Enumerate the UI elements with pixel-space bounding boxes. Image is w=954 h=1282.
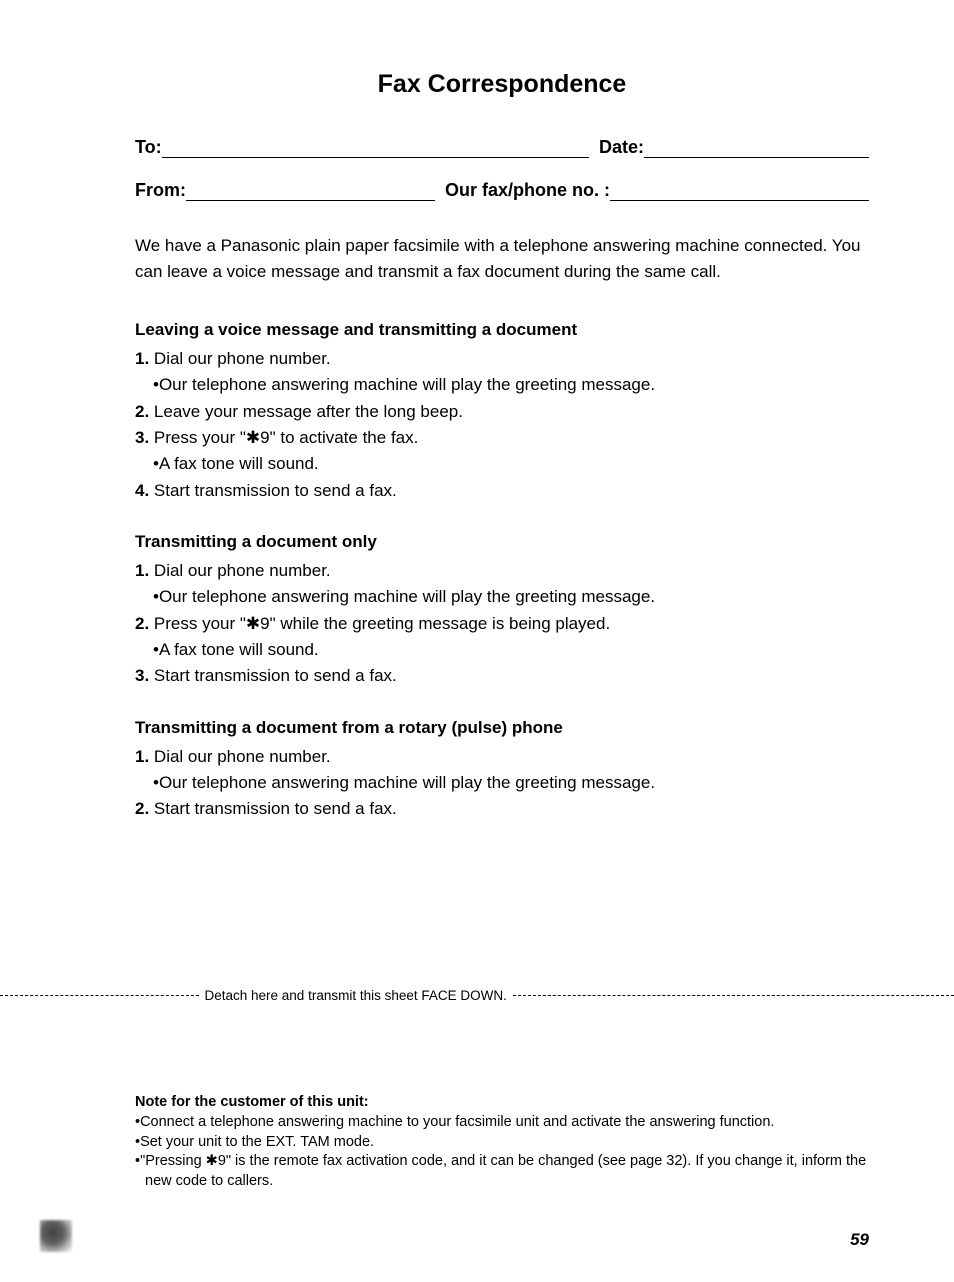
step-num: 2. xyxy=(135,799,149,818)
step-text: Start transmission to send a fax. xyxy=(149,666,397,685)
step-num: 1. xyxy=(135,747,149,766)
sub-bullet: •Our telephone answering machine will pl… xyxy=(135,770,869,796)
step-num: 2. xyxy=(135,614,149,633)
to-line xyxy=(162,140,589,158)
detach-row: Detach here and transmit this sheet FACE… xyxy=(0,988,954,1003)
section2-steps: 1. Dial our phone number. •Our telephone… xyxy=(135,558,869,690)
intro-text: We have a Panasonic plain paper facsimil… xyxy=(135,233,869,284)
sub-bullet: •Our telephone answering machine will pl… xyxy=(135,584,869,610)
section1-heading: Leaving a voice message and transmitting… xyxy=(135,320,869,340)
faxno-label: Our fax/phone no. : xyxy=(445,180,610,201)
sub-bullet: •A fax tone will sound. xyxy=(135,637,869,663)
section1-steps: 1. Dial our phone number. •Our telephone… xyxy=(135,346,869,504)
step-text: Start transmission to send a fax. xyxy=(149,481,397,500)
note-item: •"Pressing ✱9" is the remote fax activat… xyxy=(135,1152,869,1191)
scan-smudge xyxy=(40,1220,72,1252)
step-text: Dial our phone number. xyxy=(149,349,330,368)
date-line xyxy=(644,140,869,158)
from-label: From: xyxy=(135,180,186,201)
page-title: Fax Correspondence xyxy=(135,70,869,99)
step-text: Press your "✱9" while the greeting messa… xyxy=(149,614,610,633)
step-num: 3. xyxy=(135,428,149,447)
date-label: Date: xyxy=(599,137,644,158)
from-line xyxy=(186,183,435,201)
page-number: 59 xyxy=(850,1230,869,1250)
step-text: Leave your message after the long beep. xyxy=(149,402,463,421)
form-row-2: From: Our fax/phone no. : xyxy=(135,180,869,201)
step-text: Start transmission to send a fax. xyxy=(149,799,397,818)
step-text: Dial our phone number. xyxy=(149,747,330,766)
step-num: 2. xyxy=(135,402,149,421)
step-num: 1. xyxy=(135,561,149,580)
to-label: To: xyxy=(135,137,162,158)
dash-right xyxy=(513,995,954,996)
section3-heading: Transmitting a document from a rotary (p… xyxy=(135,718,869,738)
note-heading: Note for the customer of this unit: xyxy=(135,1094,869,1110)
note-item: •Connect a telephone answering machine t… xyxy=(135,1113,869,1133)
dash-left xyxy=(0,995,199,996)
step-text: Dial our phone number. xyxy=(149,561,330,580)
note-block: Note for the customer of this unit: •Con… xyxy=(135,1094,869,1191)
step-num: 4. xyxy=(135,481,149,500)
note-item: •Set your unit to the EXT. TAM mode. xyxy=(135,1133,869,1153)
step-num: 1. xyxy=(135,349,149,368)
section2-heading: Transmitting a document only xyxy=(135,532,869,552)
section3-steps: 1. Dial our phone number. •Our telephone… xyxy=(135,744,869,823)
step-text: Press your "✱9" to activate the fax. xyxy=(149,428,418,447)
faxno-line xyxy=(610,183,869,201)
sub-bullet: •A fax tone will sound. xyxy=(135,451,869,477)
form-row-1: To: Date: xyxy=(135,137,869,158)
detach-text: Detach here and transmit this sheet FACE… xyxy=(199,988,513,1003)
step-num: 3. xyxy=(135,666,149,685)
sub-bullet: •Our telephone answering machine will pl… xyxy=(135,372,869,398)
